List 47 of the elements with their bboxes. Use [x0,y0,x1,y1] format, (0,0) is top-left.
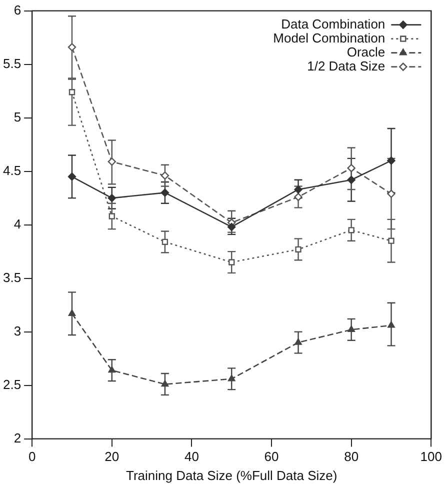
point [108,366,116,373]
point [347,176,356,184]
point [68,43,76,52]
point [68,89,76,96]
point [68,172,76,181]
point [387,156,396,165]
y-tick-label: 3 [14,323,22,338]
x-tick-label: 80 [344,449,359,464]
point [387,190,396,198]
y-tick-label: 2.5 [2,376,22,392]
point [294,192,302,202]
point [347,164,356,172]
x-tick-label: 20 [104,449,120,464]
y-tick-label: 5 [14,109,22,124]
point [295,246,302,252]
point [348,227,354,234]
legend-label: Data Combination [281,16,386,32]
y-tick-label: 4.5 [2,162,22,178]
point [108,158,116,166]
y-tick-label: 4 [14,216,22,232]
point [68,310,76,316]
y-tick-label: 3.5 [2,270,22,285]
legend-label: 1/2 Data Size [307,58,386,74]
point [160,188,170,197]
x-axis-title: Training Data Size (%Full Data Size) [126,468,338,483]
legend-label: Model Combination [273,30,386,46]
point [108,194,116,202]
point [294,338,302,345]
point [160,171,170,180]
y-tick-label: 6 [14,2,22,18]
point [108,213,115,220]
point [294,185,302,194]
point [228,222,236,232]
point [161,380,169,387]
point [388,238,394,244]
point [388,321,395,328]
x-tick-label: 60 [264,449,279,464]
x-tick-label: 0 [28,449,36,464]
point [162,238,168,245]
x-tick-label: 40 [184,449,199,464]
point [348,326,355,332]
point [228,374,236,382]
x-tick-label: 100 [420,449,442,464]
legend-label: Oracle [346,44,386,60]
point [228,259,235,266]
y-tick-label: 5.5 [2,56,22,71]
y-tick-label: 2 [14,430,22,446]
